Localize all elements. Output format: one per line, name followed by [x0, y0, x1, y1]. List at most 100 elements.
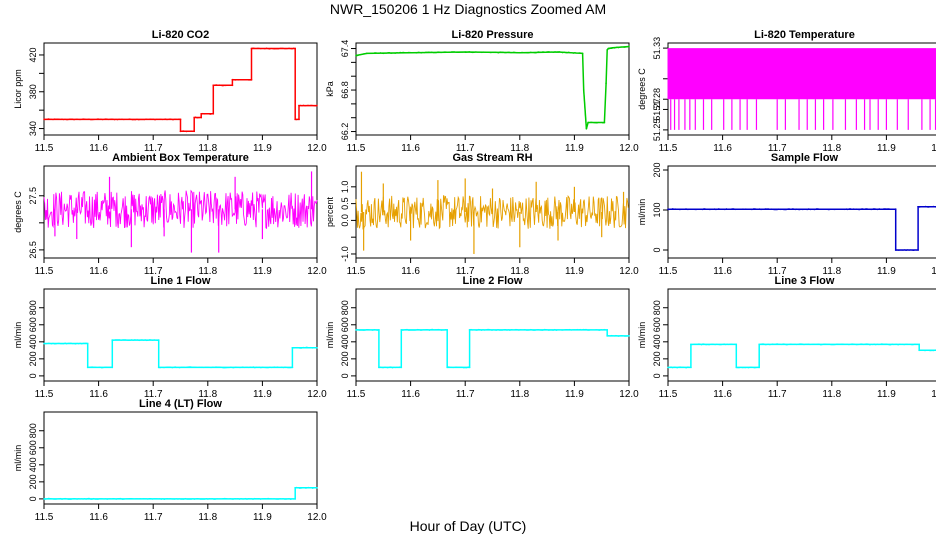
data-point — [212, 85, 214, 87]
y-tick-label: 600 — [652, 317, 662, 332]
data-point — [232, 79, 234, 81]
y-tick-label: 400 — [28, 457, 38, 472]
y-axis-label: ml/min — [637, 199, 647, 226]
series-line — [44, 340, 317, 367]
x-tick-label: 12.0 — [307, 389, 327, 400]
x-tick-label: 11.6 — [401, 389, 420, 400]
y-tick-label: -1.0 — [340, 246, 350, 262]
x-tick-label: 11.6 — [713, 389, 732, 400]
x-tick-label: 11.9 — [877, 143, 896, 154]
data-point — [469, 367, 471, 369]
data-point — [316, 105, 318, 107]
y-tick-label: 340 — [28, 121, 38, 136]
x-tick-label: 11.5 — [347, 143, 366, 154]
data-point — [918, 350, 920, 352]
y-axis-label: degrees C — [637, 68, 647, 110]
y-tick-label: 600 — [28, 440, 38, 455]
data-point — [87, 343, 89, 345]
y-tick-label: 380 — [28, 84, 38, 99]
y-tick-label: 0.5 — [340, 197, 350, 210]
series-li-820-pressure — [355, 46, 630, 130]
x-tick-label: 11.7 — [456, 389, 475, 400]
x-tick-label: 11.7 — [768, 389, 787, 400]
y-tick-label: 0 — [652, 373, 662, 378]
x-tick-label: 12.0 — [931, 266, 936, 277]
panel-title: Line 1 Flow — [151, 275, 211, 287]
data-point — [200, 117, 202, 119]
y-tick-label: 200 — [340, 351, 350, 366]
data-point — [469, 329, 471, 331]
y-tick-label: 0 — [340, 373, 350, 378]
y-tick-label: 400 — [340, 334, 350, 349]
x-tick-label: 12.0 — [931, 143, 936, 154]
series-line-1-flow — [43, 339, 318, 368]
x-tick-label: 11.9 — [253, 143, 272, 154]
y-axis-label: ml/min — [637, 322, 647, 349]
y-axis-label: ml/min — [13, 322, 23, 349]
panel-title: Sample Flow — [771, 152, 839, 164]
x-tick-label: 12.0 — [619, 389, 639, 400]
x-tick-label: 12.0 — [619, 143, 639, 154]
y-tick-label: 800 — [340, 300, 350, 315]
y-tick-label: 0 — [28, 496, 38, 501]
plot-frame — [668, 289, 936, 381]
x-tick-label: 12.0 — [931, 389, 936, 400]
data-point — [378, 329, 380, 331]
data-point — [193, 117, 195, 119]
x-tick-label: 11.6 — [713, 266, 732, 277]
x-tick-label: 11.5 — [347, 266, 366, 277]
y-tick-label: 800 — [28, 423, 38, 438]
data-point — [446, 367, 448, 369]
y-axis-label: percent — [325, 196, 335, 227]
y-tick-label: 66.8 — [340, 81, 350, 99]
data-point — [225, 85, 227, 87]
data-point — [180, 131, 182, 133]
series-line — [44, 488, 317, 499]
series-line — [668, 207, 936, 250]
data-point — [200, 113, 202, 115]
x-tick-label: 11.9 — [877, 389, 896, 400]
y-tick-label: 600 — [340, 317, 350, 332]
panel-title: Line 2 Flow — [463, 275, 523, 287]
y-tick-label: 800 — [652, 300, 662, 315]
data-point — [43, 343, 45, 345]
series-gas-stream-rh — [356, 172, 628, 254]
data-point — [401, 367, 403, 369]
x-tick-label: 11.6 — [401, 266, 420, 277]
data-point — [605, 82, 607, 84]
x-tick-label: 11.9 — [877, 266, 896, 277]
data-point — [606, 49, 608, 51]
data-point — [294, 48, 296, 50]
data-point — [917, 206, 919, 208]
data-point — [180, 119, 182, 121]
x-tick-label: 11.9 — [565, 389, 584, 400]
data-point — [667, 367, 669, 369]
x-tick-label: 11.5 — [35, 143, 54, 154]
data-point — [193, 131, 195, 133]
x-tick-label: 11.5 — [659, 143, 678, 154]
data-point — [758, 344, 760, 346]
data-point — [87, 367, 89, 369]
x-tick-label: 11.5 — [347, 389, 366, 400]
series-li-820-co2 — [43, 48, 318, 132]
data-point — [251, 79, 253, 81]
x-tick-label: 11.9 — [565, 143, 584, 154]
panel-li-820-temperature: Li-820 Temperature11.511.611.711.811.912… — [637, 29, 936, 154]
data-point — [519, 52, 521, 54]
y-tick-label: 420 — [28, 47, 38, 62]
y-tick-label: 400 — [652, 334, 662, 349]
x-tick-label: 11.8 — [510, 389, 529, 400]
data-point — [582, 53, 584, 55]
x-tick-label: 11.9 — [253, 266, 272, 277]
data-point — [366, 53, 368, 55]
data-point — [410, 52, 412, 54]
series-noise — [44, 190, 317, 228]
data-point — [298, 119, 300, 121]
panel-title: Ambient Box Temperature — [112, 152, 249, 164]
x-tick-label: 11.6 — [89, 389, 108, 400]
y-tick-label: 0 — [28, 373, 38, 378]
